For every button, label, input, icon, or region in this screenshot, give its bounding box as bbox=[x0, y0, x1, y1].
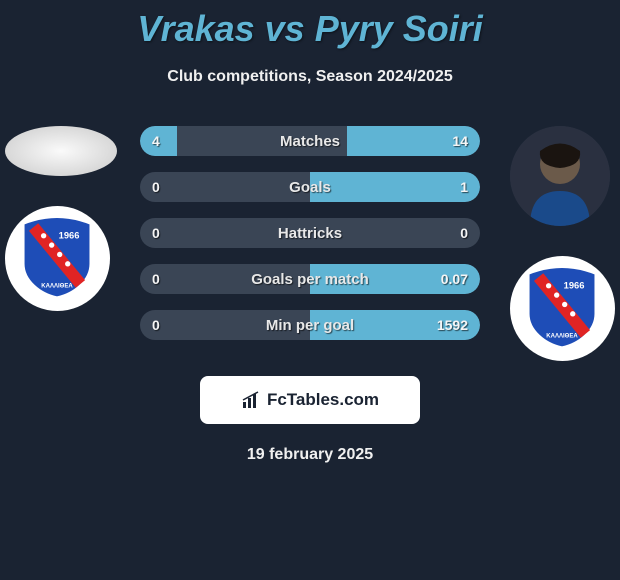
stat-value-left: 0 bbox=[152, 179, 160, 195]
subtitle: Club competitions, Season 2024/2025 bbox=[10, 68, 610, 86]
stat-value-right: 1592 bbox=[437, 317, 468, 333]
stat-value-left: 0 bbox=[152, 225, 160, 241]
stat-label: Min per goal bbox=[266, 317, 354, 334]
stat-label: Goals bbox=[289, 179, 331, 196]
brand-text: FcTables.com bbox=[267, 390, 379, 410]
stat-row: 0 Goals 1 bbox=[140, 172, 480, 202]
brand-badge: FcTables.com bbox=[200, 376, 420, 424]
player-right-column: 1966 KAΛΛIΘEA bbox=[510, 126, 615, 361]
club-name-text: KAΛΛIΘEA bbox=[42, 283, 74, 289]
stat-row: 4 Matches 14 bbox=[140, 126, 480, 156]
avatar-icon bbox=[510, 126, 610, 226]
stat-value-right: 14 bbox=[452, 133, 468, 149]
player-right-club-logo: 1966 KAΛΛIΘEA bbox=[510, 256, 615, 361]
stat-label: Matches bbox=[280, 133, 340, 150]
comparison-card: Vrakas vs Pyry Soiri Club competitions, … bbox=[0, 0, 620, 464]
stat-value-left: 4 bbox=[152, 133, 160, 149]
stats-area: 1966 KAΛΛIΘEA 4 Matches 14 0 Goals 1 0 Hattrick… bbox=[10, 126, 610, 356]
player-right-avatar bbox=[510, 126, 610, 226]
page-title: Vrakas vs Pyry Soiri bbox=[10, 0, 610, 50]
stat-value-left: 0 bbox=[152, 271, 160, 287]
stat-row: 0 Goals per match 0.07 bbox=[140, 264, 480, 294]
date-text: 19 february 2025 bbox=[10, 446, 610, 464]
shield-icon: 1966 KAΛΛIΘEA bbox=[23, 217, 91, 297]
club-year-text: 1966 bbox=[59, 230, 80, 240]
chart-icon bbox=[241, 390, 261, 410]
stat-value-right: 0.07 bbox=[441, 271, 468, 287]
stat-label: Hattricks bbox=[278, 225, 342, 242]
club-name-text: KAΛΛIΘEA bbox=[547, 333, 579, 339]
club-year-text: 1966 bbox=[564, 280, 585, 290]
stat-value-left: 0 bbox=[152, 317, 160, 333]
player-left-column: 1966 KAΛΛIΘEA bbox=[5, 126, 117, 311]
stat-row: 0 Hattricks 0 bbox=[140, 218, 480, 248]
player-left-avatar bbox=[5, 126, 117, 176]
stat-label: Goals per match bbox=[251, 271, 369, 288]
stat-bars: 4 Matches 14 0 Goals 1 0 Hattricks 0 0 Goals per m… bbox=[140, 126, 480, 356]
stat-value-right: 0 bbox=[460, 225, 468, 241]
bar-fill-right bbox=[310, 172, 480, 202]
player-left-club-logo: 1966 KAΛΛIΘEA bbox=[5, 206, 110, 311]
stat-row: 0 Min per goal 1592 bbox=[140, 310, 480, 340]
shield-icon: 1966 KAΛΛIΘEA bbox=[528, 267, 596, 347]
stat-value-right: 1 bbox=[460, 179, 468, 195]
